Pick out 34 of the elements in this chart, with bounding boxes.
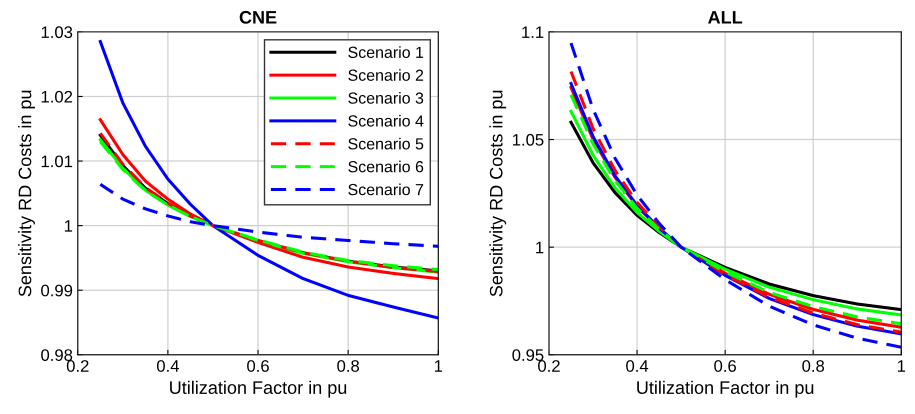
y-tick-label: 0.98 bbox=[41, 349, 72, 361]
y-tick-label: 1.01 bbox=[42, 155, 72, 168]
legend-label: Scenario 7 bbox=[348, 184, 424, 196]
y-tick-label: 0.95 bbox=[512, 349, 544, 361]
x-tick-label: 1 bbox=[434, 360, 442, 372]
legend-label: Scenario 2 bbox=[348, 69, 424, 81]
y-tick-label: 1.02 bbox=[42, 90, 72, 103]
y-tick-label: 0.99 bbox=[41, 284, 72, 296]
x-tick-label: 0.8 bbox=[802, 360, 824, 372]
legend-label: Scenario 3 bbox=[348, 92, 424, 104]
x-axis-title: Utilization Factor in pu bbox=[637, 380, 814, 398]
x-tick-label: 0.8 bbox=[337, 360, 360, 372]
x-tick-label: 0.2 bbox=[538, 360, 560, 372]
y-tick-label: 1.05 bbox=[512, 134, 544, 146]
legend-label: Scenario 6 bbox=[348, 160, 424, 172]
legend-label: Scenario 5 bbox=[348, 138, 424, 150]
y-tick-label: 1 bbox=[536, 242, 544, 254]
y-axis-title: Sensitivity RD Costs in pu bbox=[18, 90, 35, 296]
x-tick-label: 0.4 bbox=[626, 360, 648, 372]
x-tick-label: 0.6 bbox=[714, 360, 736, 372]
x-tick-label: 0.2 bbox=[66, 360, 89, 372]
y-tick-label: 1.03 bbox=[42, 26, 72, 38]
legend-label: Scenario 4 bbox=[348, 114, 424, 127]
y-tick-label: 1 bbox=[64, 220, 72, 232]
y-tick-label: 1.1 bbox=[522, 26, 544, 38]
y-axis-title: Sensitivity RD Costs in pu bbox=[489, 90, 506, 296]
x-tick-label: 1 bbox=[898, 360, 906, 372]
line-series bbox=[98, 40, 438, 320]
chart-title: ALL bbox=[708, 11, 742, 24]
x-tick-label: 0.6 bbox=[247, 360, 269, 372]
x-axis-title: Utilization Factor in pu bbox=[170, 380, 346, 398]
x-tick-label: 0.4 bbox=[156, 360, 179, 372]
chart-title: CNE bbox=[240, 10, 276, 24]
legend-label: Scenario 1 bbox=[348, 46, 424, 58]
